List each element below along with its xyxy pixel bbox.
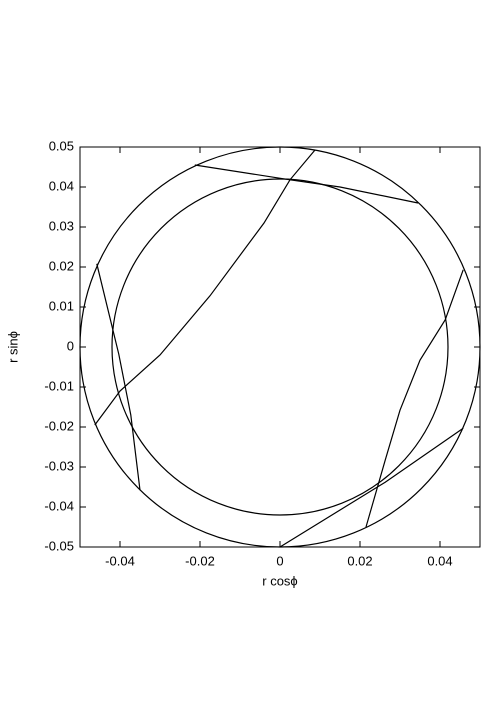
y-tick-label: -0.01: [44, 378, 74, 393]
y-tick-label: 0.01: [49, 298, 74, 313]
y-tick-label: -0.05: [44, 538, 74, 553]
x-tick-label: 0: [276, 553, 283, 568]
y-axis-label: r sinϕ: [5, 331, 20, 363]
y-tick-label: 0: [67, 338, 74, 353]
x-tick-label: 0.04: [427, 553, 452, 568]
y-tick-label: -0.02: [44, 418, 74, 433]
trajectory: [94, 149, 464, 548]
x-tick-label: -0.04: [105, 553, 135, 568]
x-tick-label: -0.02: [185, 553, 215, 568]
x-axis-label: r cosϕ: [262, 573, 297, 588]
y-tick-label: 0.04: [49, 178, 74, 193]
y-tick-label: -0.04: [44, 498, 74, 513]
x-tick-label: 0.02: [347, 553, 372, 568]
y-tick-label: 0.03: [49, 218, 74, 233]
circle: [111, 178, 449, 516]
y-tick-label: 0.05: [49, 138, 74, 153]
y-tick-label: 0.02: [49, 258, 74, 273]
y-tick-label: -0.03: [44, 458, 74, 473]
